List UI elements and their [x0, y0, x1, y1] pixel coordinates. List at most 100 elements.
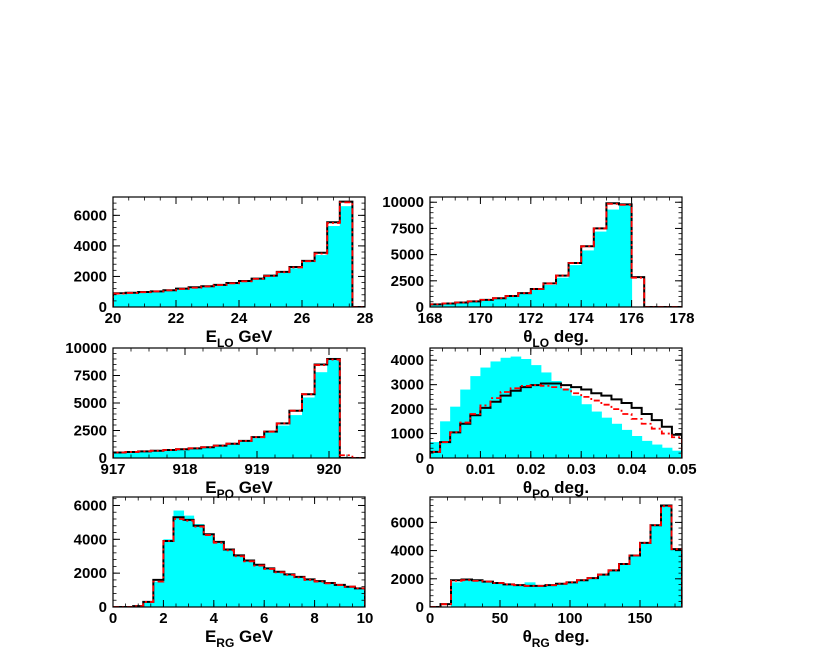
histogram-bar: [577, 580, 588, 607]
x-axis-symbol: θ: [523, 478, 532, 497]
histogram-bar: [153, 581, 164, 607]
y-tick-label: 4000: [391, 352, 424, 369]
histogram-bar: [188, 448, 202, 458]
histogram-bar: [601, 417, 612, 458]
histogram-bar: [213, 446, 227, 458]
histogram-bar: [571, 395, 582, 458]
dashed-histogram-line: [113, 201, 365, 307]
histogram-bar: [430, 304, 444, 307]
histogram-bar: [593, 231, 607, 307]
histogram-bar: [314, 581, 326, 607]
histogram-bar: [619, 205, 633, 307]
panel-e-po: 917 918 919 920 0 2500 5000 7500 10000 EPO GeV: [65, 340, 366, 501]
x-axis-subscript: RG: [532, 636, 550, 650]
histogram-bar: [143, 601, 154, 607]
y-tick-label: 2000: [74, 565, 107, 582]
x-axis-unit: deg.: [550, 627, 590, 646]
histogram-bar: [493, 583, 504, 607]
histogram-bar: [276, 272, 290, 307]
histogram-bar: [339, 206, 353, 307]
plot-area: [113, 510, 365, 607]
histogram-bar: [455, 302, 469, 307]
histogram-bar: [518, 293, 532, 307]
histogram-bar: [611, 423, 623, 458]
histogram-bar: [314, 372, 328, 458]
x-tick-label: 176: [619, 310, 644, 327]
histogram-bar: [608, 570, 620, 607]
panel-theta-lo: 168 170 172 174 176 178 0 2500 5000 7500 10000 θLO …: [382, 194, 694, 350]
histogram-bar: [302, 397, 316, 458]
histogram-bar: [581, 404, 592, 458]
histogram-bar: [254, 565, 265, 607]
solid-histogram-line: [430, 382, 682, 458]
x-tick-label: 28: [357, 310, 374, 327]
dashed-histogram-line: [113, 358, 365, 458]
y-tick-label: 10000: [382, 194, 424, 211]
x-axis-symbol: E: [205, 627, 216, 646]
x-axis-subscript: LO: [217, 336, 234, 350]
histogram-bar: [482, 581, 494, 607]
histogram-bar: [543, 285, 557, 307]
histogram-bar: [163, 450, 177, 458]
histogram-bar: [163, 290, 177, 307]
histogram-bar: [671, 549, 682, 607]
histogram-bar: [524, 582, 536, 607]
histogram-bar: [223, 550, 235, 607]
x-axis-symbol: θ: [523, 627, 532, 646]
y-tick-label: 7500: [74, 368, 107, 385]
histogram-bar: [661, 447, 673, 458]
histogram-bar: [176, 289, 190, 307]
x-tick-label: 10: [357, 610, 374, 627]
y-tick-label: 2000: [391, 401, 424, 418]
histogram-bar: [641, 440, 653, 458]
histogram-bar: [505, 296, 519, 307]
histogram-bar: [520, 359, 532, 458]
y-tick-label: 4000: [74, 531, 107, 548]
histogram-bar: [284, 574, 295, 607]
panel-theta-po: 0 0.01 0.02 0.03 0.04 0.0501000200030004000θP…: [391, 347, 697, 501]
histogram-bar: [606, 209, 620, 307]
x-axis-subscript: LO: [532, 336, 549, 350]
histogram-bar: [556, 277, 570, 307]
x-tick-label: 22: [168, 310, 185, 327]
histogram-bar: [503, 583, 515, 607]
histogram-bar: [201, 286, 215, 307]
histogram-bar: [251, 438, 265, 458]
histogram-bar: [671, 450, 682, 458]
x-tick-label: 0.02: [516, 461, 545, 478]
x-tick-label: 100: [557, 610, 582, 627]
y-tick-label: 0: [416, 299, 424, 316]
x-tick-label: 8: [310, 610, 318, 627]
histogram-bar: [550, 381, 562, 458]
y-tick-label: 7500: [391, 220, 424, 237]
plot-area: [113, 357, 365, 458]
x-tick-label: 0: [109, 610, 117, 627]
histogram-bar: [213, 285, 227, 307]
histogram-bar: [213, 542, 225, 607]
y-tick-label: 3000: [391, 377, 424, 394]
histogram-bar: [354, 588, 365, 607]
histogram-bar: [545, 585, 557, 607]
x-tick-label: 150: [627, 610, 652, 627]
histogram-bar: [467, 301, 481, 307]
histogram-bar: [226, 444, 240, 458]
x-axis-symbol: θ: [523, 327, 532, 346]
x-tick-label: 2: [159, 610, 167, 627]
histogram-bar: [113, 452, 127, 458]
histogram-bar: [561, 388, 572, 458]
x-axis-unit: GeV: [234, 478, 273, 497]
x-axis-symbol: E: [206, 327, 217, 346]
histogram-bar: [327, 226, 341, 307]
x-tick-label: 50: [492, 610, 509, 627]
plot-area: [430, 504, 682, 607]
histogram-bar: [264, 568, 275, 607]
y-tick-label: 2500: [74, 423, 107, 440]
histogram-bar: [183, 515, 195, 607]
x-tick-label: 20: [105, 310, 122, 327]
histogram-bar: [138, 451, 152, 458]
histogram-bar: [619, 564, 630, 607]
histogram-bar: [150, 291, 164, 307]
histogram-bar: [480, 367, 491, 458]
histogram-bar: [264, 276, 278, 307]
histogram-bar: [493, 298, 507, 307]
